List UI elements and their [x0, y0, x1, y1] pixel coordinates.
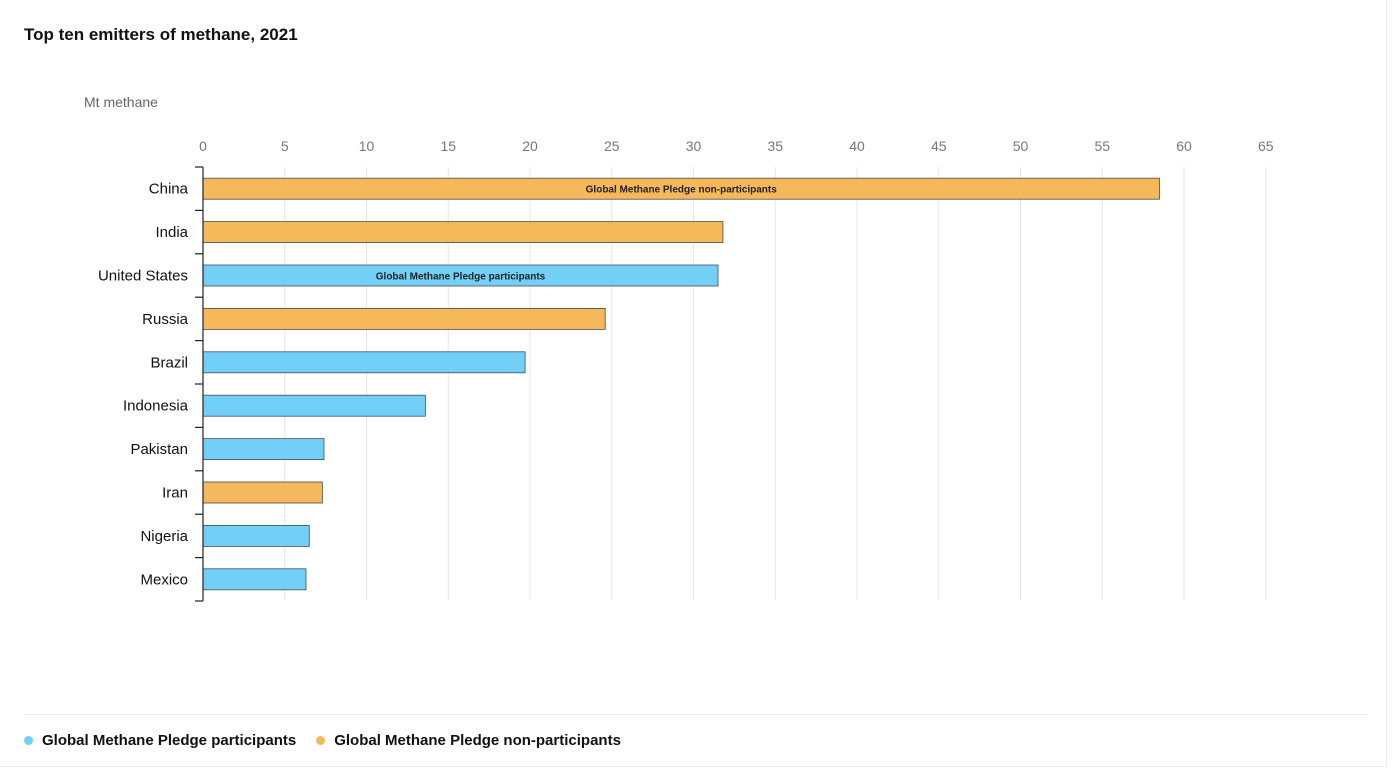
x-tick-label: 60 [1176, 138, 1192, 154]
x-tick-label: 0 [199, 138, 207, 154]
bar-chart: 0 5 10 15 20 25 30 35 40 45 50 55 60 65 China India Uni… [98, 138, 1274, 602]
unit-label: Mt methane [84, 94, 158, 110]
bar-india [202, 221, 724, 244]
legend-label: Global Methane Pledge non-participants [334, 732, 621, 749]
legend-divider [24, 714, 1368, 715]
category-label: Nigeria [140, 528, 188, 545]
x-tick-label: 10 [359, 138, 375, 154]
category-label: Russia [142, 311, 189, 328]
legend-dot-icon [24, 736, 33, 745]
legend-label: Global Methane Pledge participants [42, 732, 297, 749]
category-label: Indonesia [123, 398, 189, 415]
bar-nigeria [202, 525, 310, 547]
bar-annotation: Global Methane Pledge participants [376, 272, 546, 283]
category-label: United States [98, 268, 188, 285]
x-axis-ticks: 0 5 10 15 20 25 30 35 40 45 50 55 60 65 [199, 138, 1274, 154]
bar-annotations: Global Methane Pledge non-participants Gl… [376, 185, 777, 283]
category-label: Brazil [150, 354, 188, 371]
y-axis [195, 166, 204, 602]
category-label: India [155, 224, 188, 241]
category-label: China [149, 181, 189, 198]
bar-brazil [202, 351, 526, 374]
x-tick-label: 45 [931, 138, 947, 154]
category-label: Mexico [140, 571, 188, 588]
x-tick-label: 20 [522, 138, 538, 154]
x-tick-label: 50 [1013, 138, 1029, 154]
category-label: Iran [162, 485, 188, 502]
x-tick-label: 25 [604, 138, 620, 154]
legend-dot-icon [316, 736, 326, 745]
legend-item-participants[interactable]: Global Methane Pledge participants [24, 732, 296, 749]
bar-indonesia [202, 394, 426, 417]
x-tick-label: 15 [440, 138, 456, 154]
x-tick-label: 5 [281, 138, 289, 154]
x-tick-label: 35 [767, 138, 783, 154]
bars [202, 177, 1160, 591]
chart-title: Top ten emitters of methane, 2021 [24, 25, 298, 44]
category-labels: China India United States Russia Brazil Indon… [98, 181, 189, 589]
x-tick-label: 55 [1094, 138, 1110, 154]
bar-russia [202, 307, 606, 330]
x-tick-label: 30 [686, 138, 702, 154]
bar-pakistan [202, 438, 325, 461]
x-tick-label: 40 [849, 138, 865, 154]
bar-annotation: Global Methane Pledge non-participants [586, 185, 778, 196]
bar-mexico [202, 568, 307, 591]
bar-iran [202, 481, 323, 504]
category-label: Pakistan [130, 441, 188, 458]
legend: Global Methane Pledge participants Global… [24, 732, 641, 749]
x-tick-label: 65 [1258, 138, 1274, 154]
legend-item-non-participants[interactable]: Global Methane Pledge non-participants [316, 732, 621, 749]
